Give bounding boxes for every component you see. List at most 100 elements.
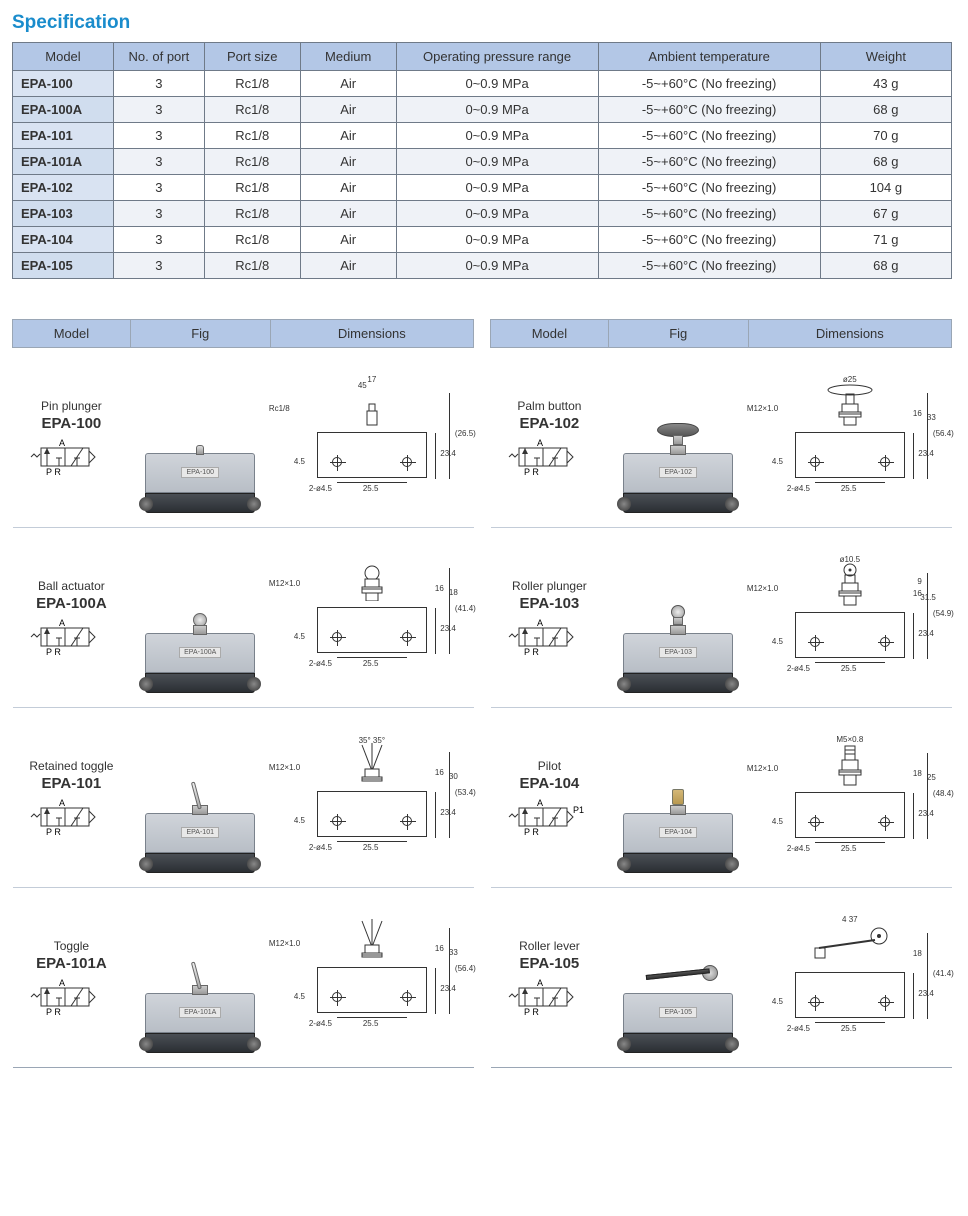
model-col: Palm button EPA-102 A P R — [491, 348, 609, 528]
product-photo: EPA-101A — [136, 903, 264, 1053]
dimension-drawing: 35° 35° M12×1.0 4.5 23.41630(53.4) 2-ø4.… — [317, 736, 427, 859]
data-cell: 0~0.9 MPa — [396, 123, 598, 149]
svg-text:P R: P R — [524, 827, 539, 836]
data-cell: -5~+60°C (No freezing) — [598, 253, 820, 279]
schematic-symbol-icon: A P1 P R — [507, 796, 591, 836]
detail-row: Toggle EPA-101A A P R EPA-101A M12×1.0 — [13, 888, 474, 1068]
data-cell: Rc1/8 — [204, 71, 300, 97]
svg-text:A: A — [59, 618, 65, 628]
data-cell: 0~0.9 MPa — [396, 201, 598, 227]
dimension-drawing: ø10.5 M12×1.0 4.5 23.416931.5(54.9) 2-ø4… — [795, 555, 905, 680]
model-col: Ball actuator EPA-100A A P R — [13, 528, 131, 708]
product-type: Pin plunger — [29, 399, 113, 413]
fig-col: EPA-104 — [608, 708, 748, 888]
product-photo: EPA-103 — [614, 543, 742, 693]
data-cell: Rc1/8 — [204, 175, 300, 201]
dimensions-col: M5×0.8 M12×1.0 4.5 23.41825(48.4) 2-ø4.5… — [748, 708, 951, 888]
product-type: Roller lever — [507, 939, 591, 953]
spec-col-header: Weight — [820, 43, 951, 71]
data-cell: 104 g — [820, 175, 951, 201]
data-cell: -5~+60°C (No freezing) — [598, 227, 820, 253]
table-row: EPA-1053Rc1/8Air0~0.9 MPa-5~+60°C (No fr… — [13, 253, 952, 279]
data-cell: 0~0.9 MPa — [396, 97, 598, 123]
schematic-symbol-icon: A P R — [29, 796, 113, 836]
dimension-drawing: 4 37 4.5 23.418(41.4) 2-ø4.5 25.5 — [795, 915, 905, 1040]
dimension-drawing: M5×0.8 M12×1.0 4.5 23.41825(48.4) 2-ø4.5… — [795, 735, 905, 860]
svg-text:P R: P R — [524, 647, 539, 656]
data-cell: 71 g — [820, 227, 951, 253]
data-cell: 3 — [113, 201, 204, 227]
product-code: EPA-105 — [507, 955, 591, 972]
dimension-drawing: 17 Rc1/8 4.5 23.4(26.5)45 2-ø4.5 25.5 — [317, 375, 427, 500]
table-row: EPA-1033Rc1/8Air0~0.9 MPa-5~+60°C (No fr… — [13, 201, 952, 227]
data-cell: Rc1/8 — [204, 227, 300, 253]
model-col: Pilot EPA-104 A P1 P R — [491, 708, 609, 888]
table-row: EPA-1043Rc1/8Air0~0.9 MPa-5~+60°C (No fr… — [13, 227, 952, 253]
table-row: EPA-101A3Rc1/8Air0~0.9 MPa-5~+60°C (No f… — [13, 149, 952, 175]
data-cell: 3 — [113, 71, 204, 97]
detail-row: Roller lever EPA-105 A P R EPA-105 4 37 — [491, 888, 952, 1068]
detail-col-header: Fig — [130, 320, 270, 348]
product-photo: EPA-101 — [136, 723, 264, 873]
fig-col: EPA-100 — [130, 348, 270, 528]
svg-text:P R: P R — [524, 1007, 539, 1016]
product-code: EPA-104 — [507, 775, 591, 792]
product-photo: EPA-102 — [614, 363, 742, 513]
schematic-symbol-icon: A P R — [29, 976, 113, 1016]
model-cell: EPA-101 — [13, 123, 114, 149]
model-cell: EPA-102 — [13, 175, 114, 201]
data-cell: 68 g — [820, 97, 951, 123]
fig-col: EPA-103 — [608, 528, 748, 708]
data-cell: Air — [300, 97, 396, 123]
dimensions-col: M12×1.0 4.5 23.41633(56.4) 2-ø4.5 25.5 — [270, 888, 473, 1068]
product-code: EPA-101A — [29, 955, 113, 972]
data-cell: -5~+60°C (No freezing) — [598, 123, 820, 149]
data-cell: 0~0.9 MPa — [396, 175, 598, 201]
data-cell: -5~+60°C (No freezing) — [598, 201, 820, 227]
product-code: EPA-101 — [29, 775, 113, 792]
data-cell: Air — [300, 149, 396, 175]
detail-row: Roller plunger EPA-103 A P R EPA-103 ø10… — [491, 528, 952, 708]
dimensions-col: 35° 35° M12×1.0 4.5 23.41630(53.4) 2-ø4.… — [270, 708, 473, 888]
model-cell: EPA-101A — [13, 149, 114, 175]
svg-text:P R: P R — [46, 467, 61, 476]
data-cell: Rc1/8 — [204, 97, 300, 123]
model-cell: EPA-100A — [13, 97, 114, 123]
dimensions-col: 4 37 4.5 23.418(41.4) 2-ø4.5 25.5 — [748, 888, 951, 1068]
dimensions-col: 17 Rc1/8 4.5 23.4(26.5)45 2-ø4.5 25.5 — [270, 348, 473, 528]
section-title: Specification — [12, 12, 956, 34]
data-cell: 0~0.9 MPa — [396, 227, 598, 253]
svg-text:P1: P1 — [573, 805, 584, 815]
data-cell: 43 g — [820, 71, 951, 97]
svg-text:P R: P R — [46, 1007, 61, 1016]
model-cell: EPA-103 — [13, 201, 114, 227]
schematic-symbol-icon: A P R — [29, 436, 113, 476]
data-cell: 3 — [113, 97, 204, 123]
product-type: Pilot — [507, 759, 591, 773]
fig-col: EPA-101 — [130, 708, 270, 888]
table-row: EPA-1013Rc1/8Air0~0.9 MPa-5~+60°C (No fr… — [13, 123, 952, 149]
dimensions-col: M12×1.0 4.5 23.41618(41.4) 2-ø4.5 25.5 — [270, 528, 473, 708]
dimension-drawing: ø25 M12×1.0 4.5 23.41633(56.4) 2-ø4.5 25… — [795, 375, 905, 500]
data-cell: -5~+60°C (No freezing) — [598, 149, 820, 175]
schematic-symbol-icon: A P R — [507, 976, 591, 1016]
data-cell: 67 g — [820, 201, 951, 227]
product-type: Retained toggle — [29, 759, 113, 773]
model-col: Retained toggle EPA-101 A P R — [13, 708, 131, 888]
spec-table: ModelNo. of portPort sizeMediumOperating… — [12, 42, 952, 279]
data-cell: 0~0.9 MPa — [396, 71, 598, 97]
model-col: Roller plunger EPA-103 A P R — [491, 528, 609, 708]
spec-col-header: Model — [13, 43, 114, 71]
data-cell: Rc1/8 — [204, 253, 300, 279]
data-cell: -5~+60°C (No freezing) — [598, 71, 820, 97]
detail-col-header: Model — [491, 320, 609, 348]
svg-text:A: A — [59, 438, 65, 448]
dimensions-col: ø10.5 M12×1.0 4.5 23.416931.5(54.9) 2-ø4… — [748, 528, 951, 708]
model-col: Pin plunger EPA-100 A P R — [13, 348, 131, 528]
fig-col: EPA-101A — [130, 888, 270, 1068]
svg-text:A: A — [537, 978, 543, 988]
detail-col-header: Dimensions — [270, 320, 473, 348]
data-cell: Air — [300, 253, 396, 279]
spec-col-header: Operating pressure range — [396, 43, 598, 71]
spec-col-header: Ambient temperature — [598, 43, 820, 71]
